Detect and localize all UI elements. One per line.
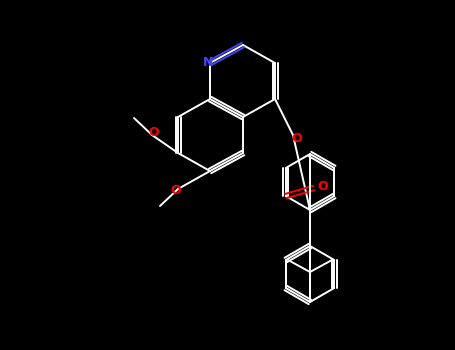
Text: O: O <box>171 184 181 197</box>
Text: O: O <box>292 133 302 146</box>
Text: O: O <box>149 126 159 140</box>
Text: N: N <box>203 56 213 69</box>
Text: O: O <box>318 181 328 194</box>
